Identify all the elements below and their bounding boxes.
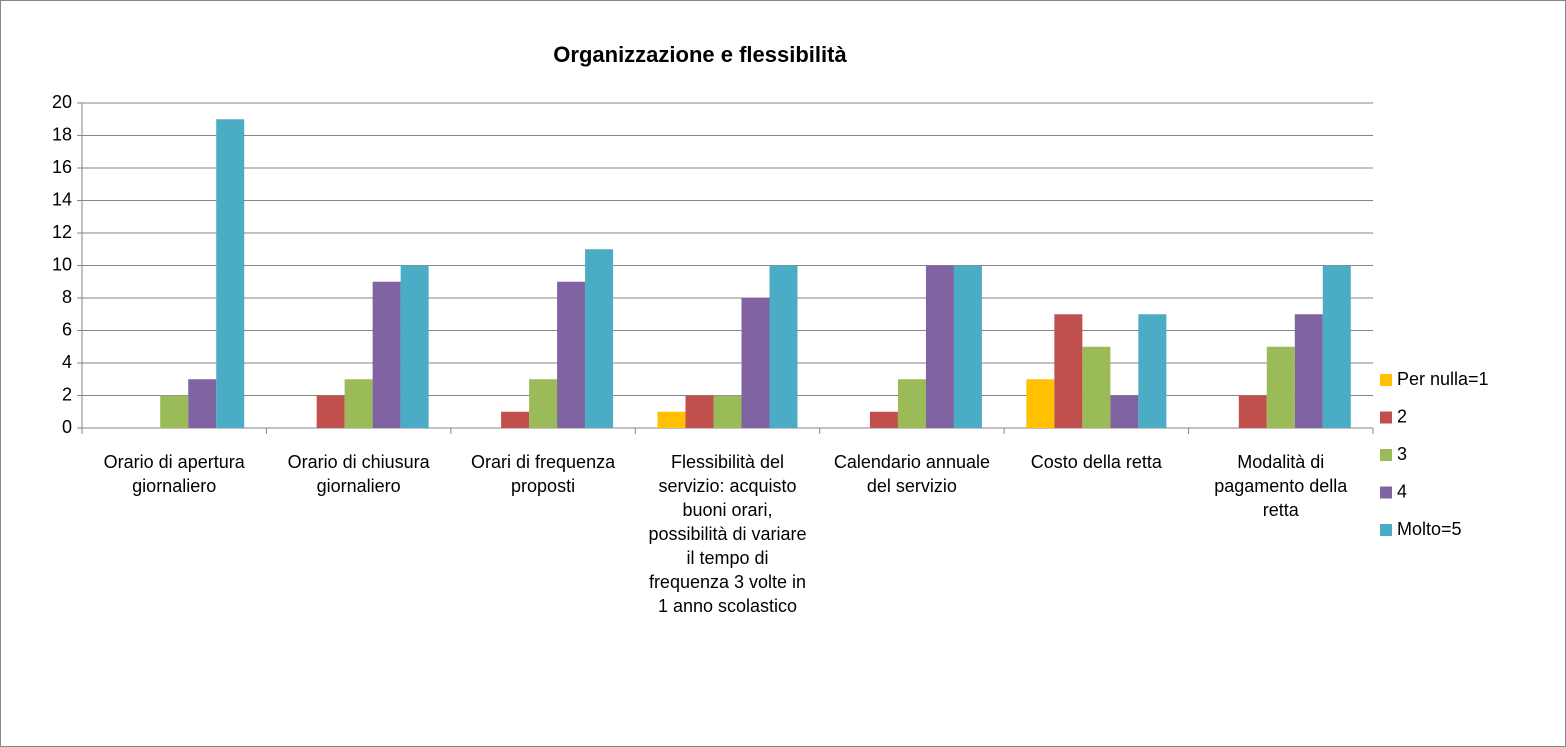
bar — [1026, 379, 1055, 428]
bar — [529, 379, 558, 428]
bar — [1322, 265, 1351, 428]
x-tick-label: Orario di chiusura giornaliero — [287, 452, 430, 496]
bar — [869, 411, 898, 428]
bar — [1138, 314, 1167, 428]
legend-label: 2 — [1397, 406, 1407, 426]
bar — [501, 411, 530, 428]
y-tick-label: 18 — [52, 124, 72, 144]
legend-marker — [1380, 449, 1392, 461]
legend-marker — [1380, 486, 1392, 499]
legend-marker — [1380, 411, 1392, 424]
y-tick-label: 14 — [52, 189, 72, 209]
bar — [1266, 346, 1295, 428]
bar — [316, 395, 345, 428]
bar — [713, 395, 742, 428]
legend-label: 3 — [1397, 444, 1407, 464]
x-tick-label: Orario di apertura giornaliero — [103, 452, 245, 496]
x-tick-label: Orari di frequenza proposti — [471, 452, 616, 496]
legend-marker — [1380, 374, 1392, 386]
bar — [1082, 346, 1111, 428]
x-tick-label: Calendario annuale del servizio — [833, 452, 990, 496]
y-tick-label: 6 — [62, 319, 72, 339]
chart-title: Organizzazione e flessibilità — [553, 42, 847, 67]
bar — [897, 379, 926, 428]
x-tick-label: Flessibilità del servizio: acquisto buon… — [648, 452, 807, 616]
bar — [657, 411, 686, 428]
bar — [216, 119, 245, 428]
y-tick-label: 4 — [62, 352, 72, 372]
y-tick-label: 12 — [52, 222, 72, 242]
legend-label: Per nulla=1 — [1397, 369, 1489, 389]
bar — [372, 281, 401, 428]
legend-label: 4 — [1397, 481, 1407, 501]
bar — [1238, 395, 1267, 428]
bar — [585, 249, 614, 428]
legend-label: Molto=5 — [1397, 519, 1462, 539]
bar — [557, 281, 586, 428]
bar — [685, 395, 714, 428]
y-tick-label: 0 — [62, 417, 72, 437]
x-tick-label: Costo della retta — [1030, 452, 1162, 472]
y-tick-label: 8 — [62, 287, 72, 307]
y-tick-label: 20 — [52, 92, 72, 112]
bar — [953, 265, 982, 428]
x-tick-label: Modalità di pagamento della retta — [1214, 452, 1348, 520]
bar — [188, 379, 217, 428]
bar — [160, 395, 189, 428]
bar — [344, 379, 373, 428]
bar — [925, 265, 954, 428]
bar — [769, 265, 798, 428]
bar — [1294, 314, 1323, 428]
bar — [741, 298, 770, 428]
y-tick-label: 16 — [52, 157, 72, 177]
bar — [400, 265, 429, 428]
y-tick-label: 10 — [52, 254, 72, 274]
legend-marker — [1380, 524, 1392, 536]
bar — [1054, 314, 1083, 428]
bar — [1110, 395, 1139, 428]
y-tick-label: 2 — [62, 384, 72, 404]
